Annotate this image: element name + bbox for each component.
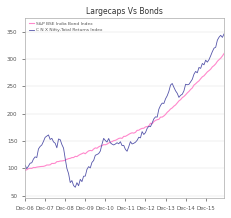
C N X Nifty-Total Returns Index <box>24 164 27 166</box>
S&P BSE India Bond Index <box>77 154 80 157</box>
S&P BSE India Bond Index <box>66 158 68 161</box>
S&P BSE India Bond Index <box>216 60 219 63</box>
C N X Nifty-Total Returns Index <box>136 139 139 142</box>
S&P BSE India Bond Index <box>161 116 164 118</box>
C N X Nifty-Total Returns Index <box>223 32 225 35</box>
Legend: S&P BSE India Bond Index, C N X Nifty-Total Returns Index: S&P BSE India Bond Index, C N X Nifty-To… <box>27 20 103 33</box>
S&P BSE India Bond Index <box>223 52 225 55</box>
C N X Nifty-Total Returns Index <box>74 186 77 189</box>
Line: C N X Nifty-Total Returns Index: C N X Nifty-Total Returns Index <box>25 34 224 187</box>
Title: Largecaps Vs Bonds: Largecaps Vs Bonds <box>86 7 163 16</box>
C N X Nifty-Total Returns Index <box>182 90 185 92</box>
S&P BSE India Bond Index <box>24 169 27 172</box>
C N X Nifty-Total Returns Index <box>66 167 68 170</box>
C N X Nifty-Total Returns Index <box>218 36 220 39</box>
S&P BSE India Bond Index <box>134 131 137 134</box>
C N X Nifty-Total Returns Index <box>162 102 165 105</box>
C N X Nifty-Total Returns Index <box>79 178 82 181</box>
S&P BSE India Bond Index <box>181 96 184 99</box>
Line: S&P BSE India Bond Index: S&P BSE India Bond Index <box>25 53 224 170</box>
